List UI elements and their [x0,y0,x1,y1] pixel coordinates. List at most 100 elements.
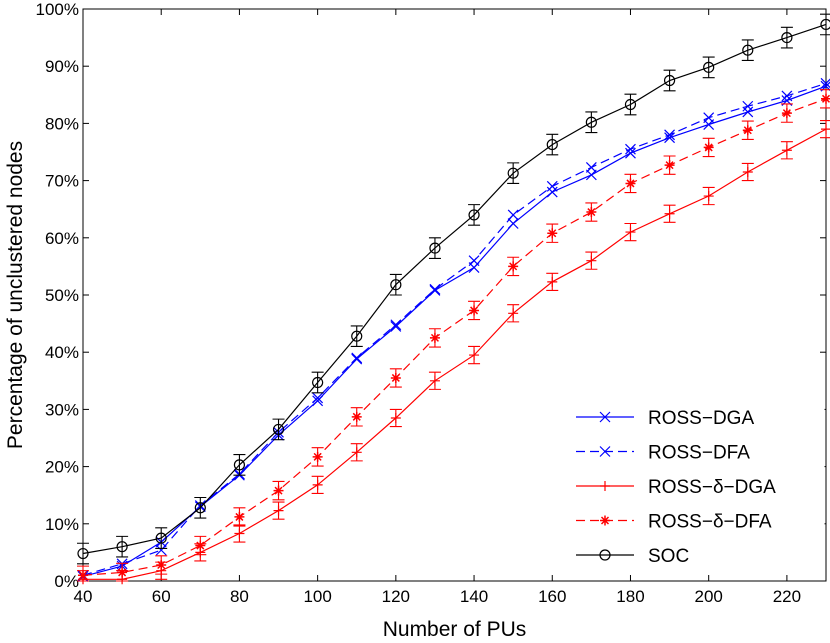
error-bar [155,527,168,549]
data-point [820,77,830,89]
data-point [116,541,128,553]
data-point [507,218,519,229]
legend-label: ROSS−DFA [648,443,750,464]
x-tick-label: 40 [74,587,93,606]
series-SOC [77,13,830,565]
error-bar [428,237,441,259]
data-point [664,208,675,219]
data-point [155,544,167,556]
data-point [821,124,830,135]
data-point [468,255,480,267]
data-point [233,459,246,471]
y-tick-label: 80% [45,114,79,133]
data-point [429,242,441,254]
data-point [429,283,441,295]
y-tick-label: 60% [45,229,79,248]
data-point [234,528,245,539]
y-tick-label: 50% [45,286,79,305]
data-point [468,209,480,221]
series-line [82,98,827,576]
data-point [312,451,323,462]
x-tick-label: 120 [382,587,410,606]
data-point [117,567,128,578]
data-point [742,44,754,56]
error-bar [350,325,363,348]
x-tick-label: 80 [230,587,249,606]
error-bar [116,535,129,558]
data-point [351,447,362,458]
data-point [195,540,206,551]
data-point [547,276,558,287]
data-point [742,125,753,136]
data-point [664,132,676,144]
data-point [742,100,754,112]
y-tick-label: 10% [45,515,79,534]
legend-label: ROSS−δ−DGA [648,477,776,498]
data-point [312,376,324,389]
series-layer [77,13,830,585]
error-bar [389,273,402,296]
data-point [390,319,402,331]
data-point [625,227,636,238]
data-point [781,108,792,119]
legend-label: SOC [648,546,689,567]
error-bar [546,133,559,156]
data-point [624,98,637,111]
data-point [390,412,401,423]
data-point [351,411,362,422]
data-point [742,106,754,118]
data-point [234,511,245,522]
data-point [585,162,597,173]
x-tick-label: 60 [152,587,171,606]
data-point [703,191,714,202]
data-point [625,147,636,159]
x-tick-label: 160 [538,587,566,606]
series-line [82,23,827,555]
y-tick-label: 70% [45,172,79,191]
data-point [273,505,284,516]
data-point [312,392,324,404]
y-tick-label: 20% [45,458,79,477]
data-point [781,145,792,156]
data-point [742,167,753,178]
data-point [469,305,480,316]
error-bar [820,13,830,36]
data-point [351,330,363,342]
data-point [429,332,440,343]
y-axis: 0% 10% 20% 30% 40% 50% 60% 70% 80% 90% 100% [36,0,826,591]
data-point [312,395,324,407]
data-point [156,559,167,570]
data-point [586,207,597,218]
legend-label: ROSS−DGA [648,408,754,429]
x-tick-label: 100 [303,587,331,606]
data-point [351,353,363,365]
data-point [625,143,636,155]
data-point [508,261,519,272]
data-point [821,93,830,104]
x-tick-label: 200 [694,587,722,606]
data-point [77,547,89,560]
data-point [586,255,597,266]
y-tick-label: 0% [54,572,79,591]
series-ROSS−δ−DFA [77,89,830,582]
data-point [703,61,715,73]
data-point [663,74,676,87]
data-point [546,180,558,192]
data-point [781,90,793,102]
x-axis-label: Number of PUs [383,618,527,641]
data-point [312,479,323,490]
x-axis: 40 60 80 100 120 140 160 180 200 220 [74,9,801,606]
data-point [390,372,401,383]
data-point [507,167,519,179]
x-tick-label: 180 [616,587,644,606]
y-tick-label: 30% [45,400,79,419]
data-point [625,178,636,189]
error-bar [311,371,324,394]
data-point [273,485,284,496]
error-bar [507,162,520,185]
data-point [508,308,519,319]
series-ROSS−δ−DGA [77,119,830,585]
y-tick-label: 40% [45,343,79,362]
error-bar [663,69,676,92]
